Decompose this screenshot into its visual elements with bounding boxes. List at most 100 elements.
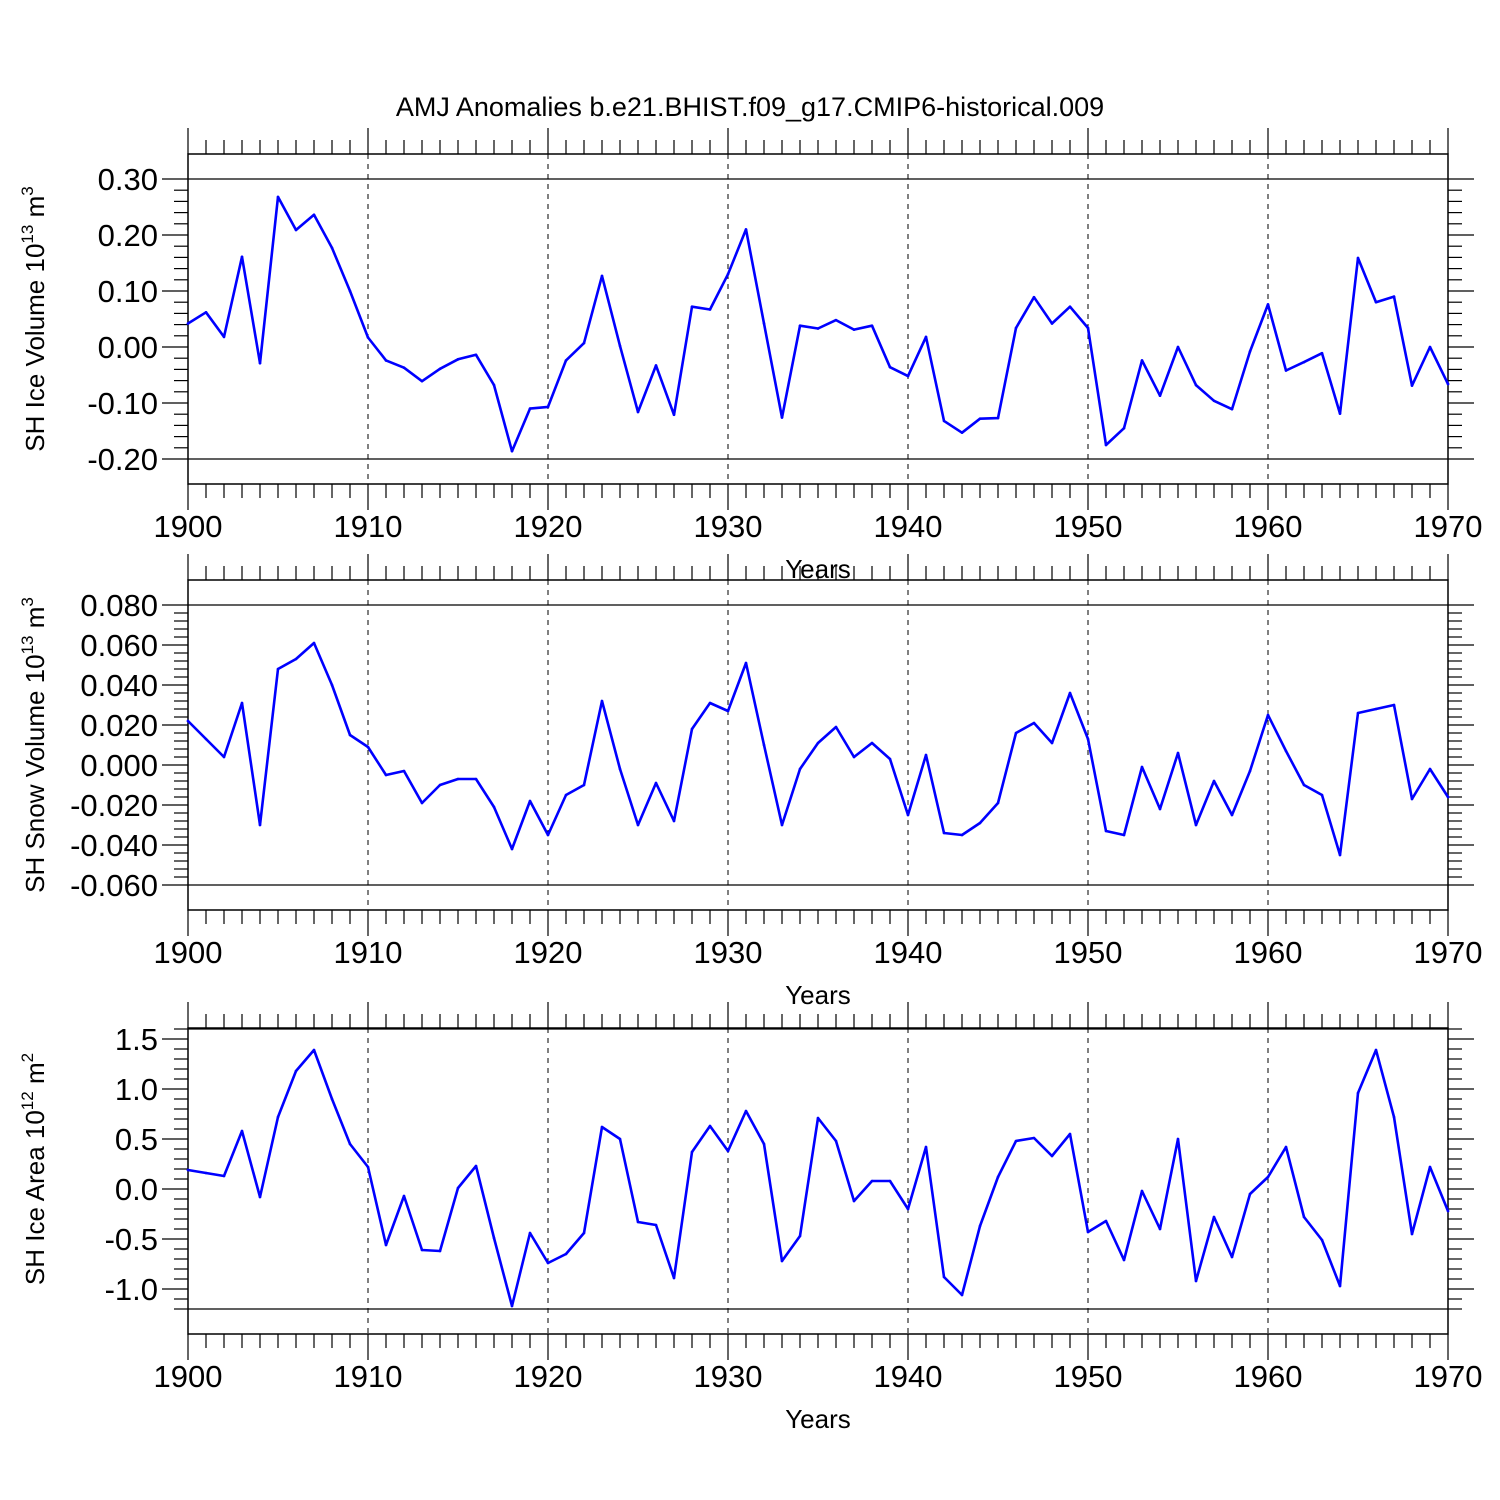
data-point	[1122, 833, 1126, 837]
data-point	[1140, 359, 1144, 362]
data-point	[1302, 783, 1306, 787]
data-point	[402, 769, 406, 773]
data-point	[1338, 1284, 1342, 1288]
data-point	[780, 823, 784, 827]
y-axis-title: SH Ice Volume 1013 m3	[18, 186, 50, 451]
data-point	[1158, 1227, 1162, 1231]
x-tick-label: 1900	[154, 509, 223, 544]
y-tick-label: -0.20	[87, 442, 158, 477]
data-point	[654, 1223, 658, 1227]
x-tick-label: 1900	[154, 1359, 223, 1394]
y-tick-label: 0.5	[115, 1122, 158, 1157]
x-axis-title: Years	[785, 980, 851, 1010]
data-point	[474, 353, 478, 357]
data-point	[1158, 394, 1162, 398]
x-tick-label: 1930	[694, 935, 763, 970]
data-point	[1230, 407, 1234, 411]
data-point	[1032, 1136, 1036, 1140]
y-axis-title: SH Ice Area 1012 m2	[18, 1053, 50, 1285]
data-point	[1356, 256, 1360, 260]
data-point	[1374, 1048, 1378, 1052]
data-point	[1014, 326, 1018, 330]
data-point	[1212, 779, 1216, 783]
data-point	[1068, 1132, 1072, 1136]
data-point	[1230, 1255, 1234, 1259]
data-point	[600, 274, 604, 278]
x-tick-label: 1960	[1234, 509, 1303, 544]
data-point	[1248, 769, 1252, 773]
y-tick-label: 1.0	[115, 1072, 158, 1107]
data-point	[384, 773, 388, 777]
chart-title: AMJ Anomalies b.e21.BHIST.f09_g17.CMIP6-…	[396, 92, 1104, 122]
data-point	[1176, 1137, 1180, 1141]
data-point	[1266, 303, 1270, 306]
data-point	[330, 683, 334, 687]
data-point	[438, 367, 442, 371]
data-point	[258, 823, 262, 827]
data-point	[402, 366, 406, 370]
x-tick-label: 1900	[154, 935, 223, 970]
data-point	[1212, 1215, 1216, 1219]
data-point	[1320, 1238, 1324, 1242]
data-point	[564, 1252, 568, 1256]
data-point	[708, 1124, 712, 1128]
data-point	[1338, 412, 1342, 415]
x-tick-label: 1940	[874, 509, 943, 544]
data-point	[744, 228, 748, 231]
data-point	[204, 310, 208, 314]
data-point	[1284, 369, 1288, 372]
y-tick-label: 0.080	[80, 588, 158, 623]
data-point	[492, 1236, 496, 1240]
data-point	[204, 1171, 208, 1175]
y-tick-label: -0.040	[70, 828, 158, 863]
data-point	[1014, 1139, 1018, 1143]
data-point	[1392, 703, 1396, 707]
x-tick-label: 1920	[514, 935, 583, 970]
data-point	[294, 657, 298, 661]
data-point	[222, 755, 226, 759]
data-point	[798, 324, 802, 328]
data-point	[726, 272, 730, 276]
data-point	[510, 847, 514, 851]
data-point	[474, 1164, 478, 1168]
x-tick-label: 1970	[1414, 935, 1483, 970]
x-tick-label: 1910	[334, 935, 403, 970]
data-point	[366, 336, 370, 339]
data-point	[492, 383, 496, 387]
data-point	[294, 228, 298, 232]
data-point	[312, 1048, 316, 1052]
x-tick-label: 1950	[1054, 1359, 1123, 1394]
data-point	[1374, 707, 1378, 711]
data-point	[438, 1249, 442, 1253]
data-point	[1446, 795, 1450, 799]
data-point	[1302, 1215, 1306, 1219]
data-point	[1086, 1230, 1090, 1234]
data-point	[780, 1259, 784, 1263]
data-point	[492, 805, 496, 809]
data-point	[240, 701, 244, 705]
x-tick-label: 1970	[1414, 509, 1483, 544]
data-point	[294, 1069, 298, 1073]
data-point	[366, 745, 370, 749]
data-point	[942, 831, 946, 835]
data-point	[636, 410, 640, 414]
y-tick-label: -1.0	[105, 1272, 158, 1307]
data-point	[1410, 1232, 1414, 1236]
data-point	[636, 823, 640, 827]
data-point	[1086, 326, 1090, 330]
data-point	[960, 1293, 964, 1297]
data-point	[924, 1145, 928, 1149]
data-point	[924, 753, 928, 757]
data-point	[834, 725, 838, 729]
data-point	[618, 344, 622, 348]
data-point	[690, 1150, 694, 1154]
data-point	[600, 1125, 604, 1129]
data-point	[330, 246, 334, 250]
data-point	[636, 1220, 640, 1224]
data-point	[1068, 691, 1072, 695]
data-point	[870, 1179, 874, 1183]
data-point	[276, 667, 280, 671]
data-point	[852, 755, 856, 759]
data-point	[1428, 345, 1432, 349]
data-point	[1302, 360, 1306, 364]
